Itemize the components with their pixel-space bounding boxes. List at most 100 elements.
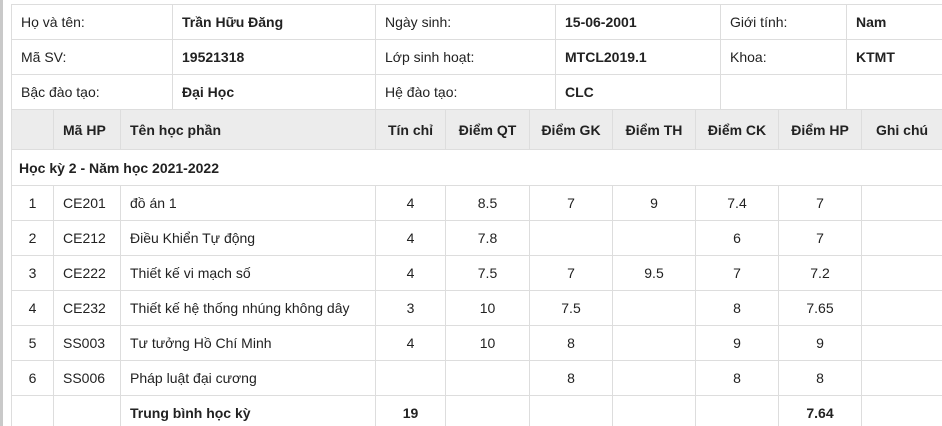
dob-value: 15-06-2001 [555,4,721,40]
score-gk: 8 [529,325,613,361]
course-name: Thiết kế hệ thống nhúng không dây [120,290,376,326]
score-hp: 9 [778,325,862,361]
score-gk [529,220,613,256]
info-row: Họ và tên: Trần Hữu Đăng Ngày sinh: 15-0… [11,4,942,40]
row-index: 4 [11,290,54,326]
course-code: SS006 [53,360,121,396]
header-score-ck: Điểm CK [695,109,779,150]
header-note: Ghi chú [861,109,942,150]
course-code: CE222 [53,255,121,291]
score-gk: 7 [529,185,613,221]
score-th: 9.5 [612,255,696,291]
course-code: CE201 [53,185,121,221]
faculty-label: Khoa: [720,39,847,75]
score-qt: 10 [445,290,530,326]
score-gk: 7.5 [529,290,613,326]
score-ck: 6 [695,220,779,256]
gender-label: Giới tính: [720,4,847,40]
table-row: 1 CE201 đồ án 1 4 8.5 7 9 7.4 7 [11,185,942,221]
score-hp: 7 [778,220,862,256]
table-row: 5 SS003 Tư tưởng Hồ Chí Minh 4 10 8 9 9 [11,325,942,361]
class-label: Lớp sinh hoạt: [375,39,556,75]
score-qt: 8.5 [445,185,530,221]
row-index: 3 [11,255,54,291]
semester-average-row: Trung bình học kỳ 19 7.64 [11,395,942,426]
row-index: 1 [11,185,54,221]
table-row: 6 SS006 Pháp luật đại cương 8 8 8 [11,360,942,396]
row-index: 5 [11,325,54,361]
score-th [612,290,696,326]
empty-cell [11,395,54,426]
score-hp: 8 [778,360,862,396]
score-ck: 9 [695,325,779,361]
semester-title: Học kỳ 2 - Năm học 2021-2022 [11,149,942,186]
empty-cell [720,74,847,110]
score-qt: 7.5 [445,255,530,291]
empty-cell [846,74,942,110]
faculty-value: KTMT [846,39,942,75]
score-th [612,325,696,361]
course-name: Điều Khiển Tự động [120,220,376,256]
header-index [11,109,54,150]
empty-cell [53,395,121,426]
table-row: 4 CE232 Thiết kế hệ thống nhúng không dâ… [11,290,942,326]
credits: 4 [375,220,446,256]
class-value: MTCL2019.1 [555,39,721,75]
id-label: Mã SV: [11,39,173,75]
student-info-table: Họ và tên: Trần Hữu Đăng Ngày sinh: 15-0… [11,4,942,110]
score-qt: 7.8 [445,220,530,256]
score-hp: 7.2 [778,255,862,291]
course-code: CE232 [53,290,121,326]
credits: 4 [375,325,446,361]
score-ck: 7.4 [695,185,779,221]
course-code: CE212 [53,220,121,256]
score-th [612,220,696,256]
student-id: 19521318 [172,39,376,75]
note [861,255,942,291]
total-credits: 19 [375,395,446,426]
score-ck: 8 [695,360,779,396]
grades-table: Mã HP Tên học phần Tín chỉ Điểm QT Điểm … [11,109,942,426]
level-label: Bậc đào tạo: [11,74,173,110]
credits [375,360,446,396]
score-qt [445,360,530,396]
level-value: Đại Học [172,74,376,110]
empty-cell [529,395,613,426]
header-score-th: Điểm TH [612,109,696,150]
system-value: CLC [555,74,721,110]
gender-value: Nam [846,4,942,40]
score-th: 9 [612,185,696,221]
note [861,220,942,256]
course-name: đồ án 1 [120,185,376,221]
score-th [612,360,696,396]
score-ck: 8 [695,290,779,326]
student-name: Trần Hữu Đăng [172,4,376,40]
row-index: 6 [11,360,54,396]
score-gk: 8 [529,360,613,396]
score-hp: 7.65 [778,290,862,326]
table-row: 2 CE212 Điều Khiển Tự động 4 7.8 6 7 [11,220,942,256]
header-course-code: Mã HP [53,109,121,150]
header-credits: Tín chỉ [375,109,446,150]
empty-cell [445,395,530,426]
system-label: Hệ đào tạo: [375,74,556,110]
note [861,185,942,221]
table-header-row: Mã HP Tên học phần Tín chỉ Điểm QT Điểm … [11,109,942,150]
empty-cell [695,395,779,426]
credits: 3 [375,290,446,326]
course-code: SS003 [53,325,121,361]
semester-row: Học kỳ 2 - Năm học 2021-2022 [11,149,942,186]
average-label: Trung bình học kỳ [120,395,376,426]
score-qt: 10 [445,325,530,361]
left-border [0,0,3,426]
note [861,290,942,326]
info-row: Bậc đào tạo: Đại Học Hệ đào tạo: CLC [11,74,942,110]
row-index: 2 [11,220,54,256]
credits: 4 [375,255,446,291]
header-score-hp: Điểm HP [778,109,862,150]
average-score-hp: 7.64 [778,395,862,426]
note [861,360,942,396]
score-ck: 7 [695,255,779,291]
table-row: 3 CE222 Thiết kế vi mạch số 4 7.5 7 9.5 … [11,255,942,291]
